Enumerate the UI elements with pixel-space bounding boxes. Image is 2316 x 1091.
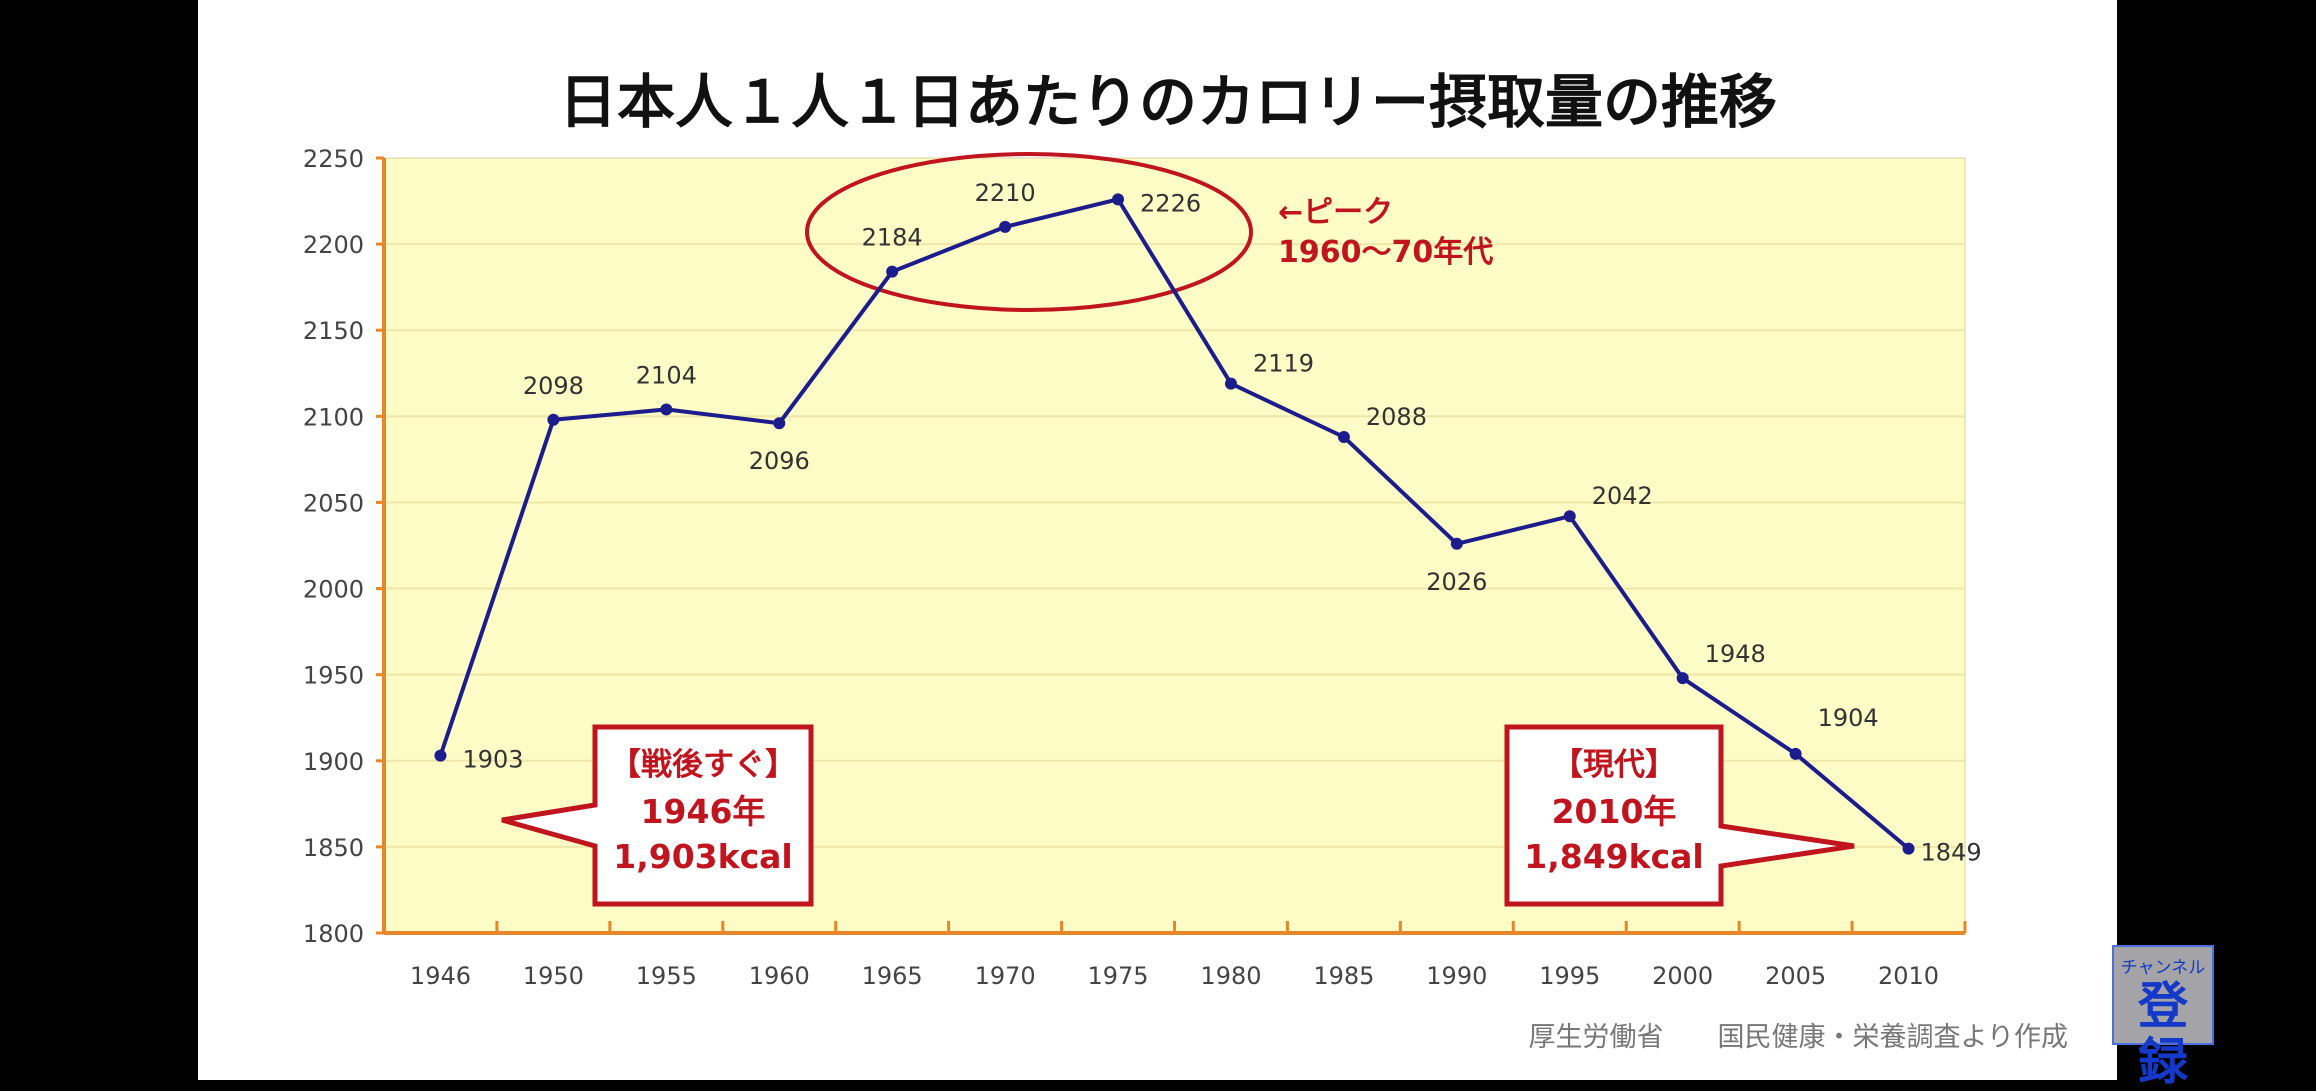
postwar-year: 1946年 — [641, 792, 766, 831]
modern-year: 2010年 — [1552, 792, 1677, 831]
y-tick-label: 2050 — [303, 489, 364, 517]
x-tick-label: 1950 — [523, 962, 584, 990]
x-tick-label: 1985 — [1313, 962, 1374, 990]
y-tick-label: 2150 — [303, 317, 364, 345]
data-label: 2042 — [1592, 482, 1653, 510]
modern-title: 【現代】 — [1552, 747, 1676, 783]
data-point — [773, 417, 786, 430]
data-label: 2098 — [523, 372, 584, 400]
data-label: 1849 — [1921, 839, 1982, 867]
x-tick-label: 1970 — [975, 962, 1036, 990]
postwar-callout-box — [501, 724, 814, 907]
chart-title: 日本人１人１日あたりのカロリー摂取量の推移 — [559, 68, 1777, 136]
x-tick-label: 2000 — [1652, 962, 1713, 990]
subscribe-button[interactable]: チャンネル 登録 — [2112, 945, 2214, 1090]
data-point — [1902, 842, 1915, 855]
data-point — [1337, 431, 1350, 443]
data-point — [1450, 537, 1463, 550]
data-point — [547, 413, 560, 426]
data-label: 2088 — [1366, 403, 1427, 431]
y-tick-label: 1900 — [303, 748, 364, 776]
series-line — [438, 197, 1910, 851]
data-point — [1112, 193, 1125, 206]
data-point — [1789, 747, 1802, 760]
y-tick-label: 2250 — [303, 145, 364, 173]
modern-callout: 【現代】 2010年 1,849kcal — [1504, 724, 1855, 907]
data-point — [886, 265, 899, 278]
data-label: 2210 — [975, 179, 1036, 207]
peak-ellipse — [805, 152, 1253, 312]
y-tick-label: 1950 — [303, 662, 364, 690]
y-tick-label: 1850 — [303, 834, 364, 862]
peak-label: ←ピーク — [1278, 195, 1393, 230]
x-tick-label: 1965 — [862, 962, 923, 990]
x-tick-label: 2010 — [1878, 962, 1939, 990]
postwar-callout: 【戦後すぐ】 1946年 1,903kcal — [501, 724, 814, 907]
peak-period-label: 1960～70年代 — [1278, 235, 1493, 270]
x-tick-label: 1995 — [1539, 962, 1600, 990]
data-label: 1948 — [1705, 640, 1766, 668]
data-point — [999, 220, 1012, 233]
x-tick-label: 1990 — [1426, 962, 1487, 990]
subscribe-line2: 登録 — [2138, 977, 2188, 1091]
data-point — [1676, 672, 1689, 685]
data-label: 2184 — [862, 224, 923, 252]
x-tick-label: 2005 — [1765, 962, 1826, 990]
data-point — [660, 403, 673, 416]
postwar-kcal: 1,903kcal — [613, 837, 792, 876]
x-tick-label: 1960 — [749, 962, 810, 990]
x-tick-label: 1955 — [636, 962, 697, 990]
source-note: 厚生労働省 国民健康・栄養調査より作成 — [1529, 1022, 2068, 1053]
data-point — [1224, 377, 1237, 390]
data-point — [1563, 510, 1576, 523]
x-tick-label: 1946 — [410, 962, 471, 990]
data-point — [434, 749, 447, 762]
modern-kcal: 1,849kcal — [1524, 837, 1703, 876]
x-tick-label: 1980 — [1200, 962, 1261, 990]
modern-callout-box — [1504, 724, 1855, 907]
data-label: 2226 — [1140, 189, 1201, 217]
data-label: 2026 — [1426, 568, 1487, 596]
y-tick-label: 2200 — [303, 231, 364, 259]
data-label: 1904 — [1818, 704, 1879, 732]
data-label: 2096 — [749, 447, 810, 475]
y-tick-label: 2000 — [303, 576, 364, 604]
y-tick-label: 1800 — [303, 920, 364, 948]
subscribe-line1: チャンネル — [2120, 958, 2206, 978]
data-label: 1903 — [462, 746, 523, 774]
data-label: 2119 — [1253, 350, 1314, 378]
data-label: 2104 — [636, 361, 697, 389]
x-tick-label: 1975 — [1087, 962, 1148, 990]
y-tick-label: 2100 — [303, 403, 364, 431]
postwar-title: 【戦後すぐ】 — [610, 747, 796, 783]
